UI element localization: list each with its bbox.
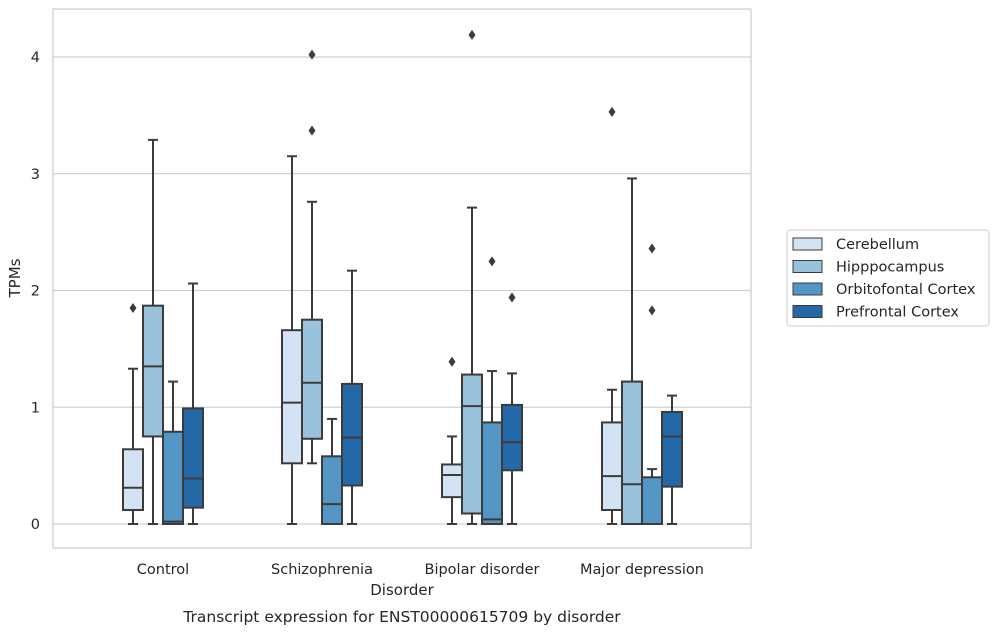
outlier-point [648, 305, 656, 316]
box [122, 448, 144, 511]
x-axis-label: Disorder [370, 581, 434, 599]
outlier-point [468, 29, 476, 40]
box-0-0 [122, 303, 144, 525]
y-axis-label: TPMs [6, 258, 24, 298]
legend-label: Prefrontal Cortex [836, 305, 959, 321]
box-1-2 [461, 29, 483, 525]
x-tick-label: Major depression [580, 562, 704, 578]
box [661, 410, 683, 488]
box-2-2 [481, 256, 503, 525]
outlier-point [308, 125, 316, 136]
box [301, 318, 323, 440]
x-tick-label: Control [137, 562, 189, 578]
box [321, 455, 343, 525]
boxes [122, 29, 683, 525]
box [441, 463, 463, 499]
legend-label: Orbitofontal Cortex [836, 282, 976, 298]
box [481, 421, 503, 525]
y-tick-label: 2 [31, 284, 40, 300]
legend-label: Cerebellum [836, 237, 919, 253]
legend-swatch [792, 260, 823, 273]
plot-frame [52, 8, 752, 549]
legend-label: Hipppocampus [836, 260, 944, 276]
y-tick-label: 1 [31, 400, 40, 416]
legend: Cerebellum Hipppocampus Orbitofontal Corte… [786, 229, 990, 327]
outlier-point [608, 106, 616, 117]
x-tick-label: Bipolar disorder [425, 562, 540, 578]
box-3-3 [661, 394, 683, 525]
plot-area [53, 9, 751, 548]
box-1-3 [621, 177, 643, 525]
box [341, 382, 363, 487]
x-ticks: Control Schizophrenia Bipolar disorder Majo… [137, 562, 704, 578]
x-tick-label: Schizophrenia [271, 562, 373, 578]
box [162, 430, 184, 525]
box-3-1 [341, 269, 363, 525]
box-0-3 [601, 106, 623, 525]
box-1-1 [301, 49, 323, 465]
legend-swatch [792, 305, 823, 318]
y-tick-label: 0 [31, 517, 40, 533]
box-2-1 [321, 417, 343, 525]
legend-swatch [792, 282, 823, 296]
outlier-point [448, 356, 456, 367]
outlier-point [488, 256, 496, 267]
legend-swatch [792, 237, 823, 251]
box [281, 329, 303, 465]
box-2-3 [641, 243, 663, 525]
y-ticks: 0 1 2 3 4 [31, 50, 40, 533]
outlier-point [648, 243, 656, 254]
box [182, 407, 204, 509]
box [142, 304, 164, 438]
legend-frame [786, 229, 990, 327]
y-tick-label: 3 [31, 167, 40, 183]
y-tick-label: 4 [31, 50, 40, 66]
box-1-0 [142, 138, 164, 525]
box [621, 380, 643, 525]
box-3-0 [182, 282, 204, 525]
outlier-point [129, 303, 137, 314]
box-3-2 [501, 292, 523, 525]
box [461, 373, 483, 515]
outlier-point [508, 292, 516, 303]
box-0-1 [281, 155, 303, 525]
box [601, 421, 623, 511]
outlier-point [308, 49, 316, 60]
box [641, 476, 663, 525]
box [501, 403, 523, 472]
chart-caption: Transcript expression for ENST0000061570… [182, 608, 621, 626]
